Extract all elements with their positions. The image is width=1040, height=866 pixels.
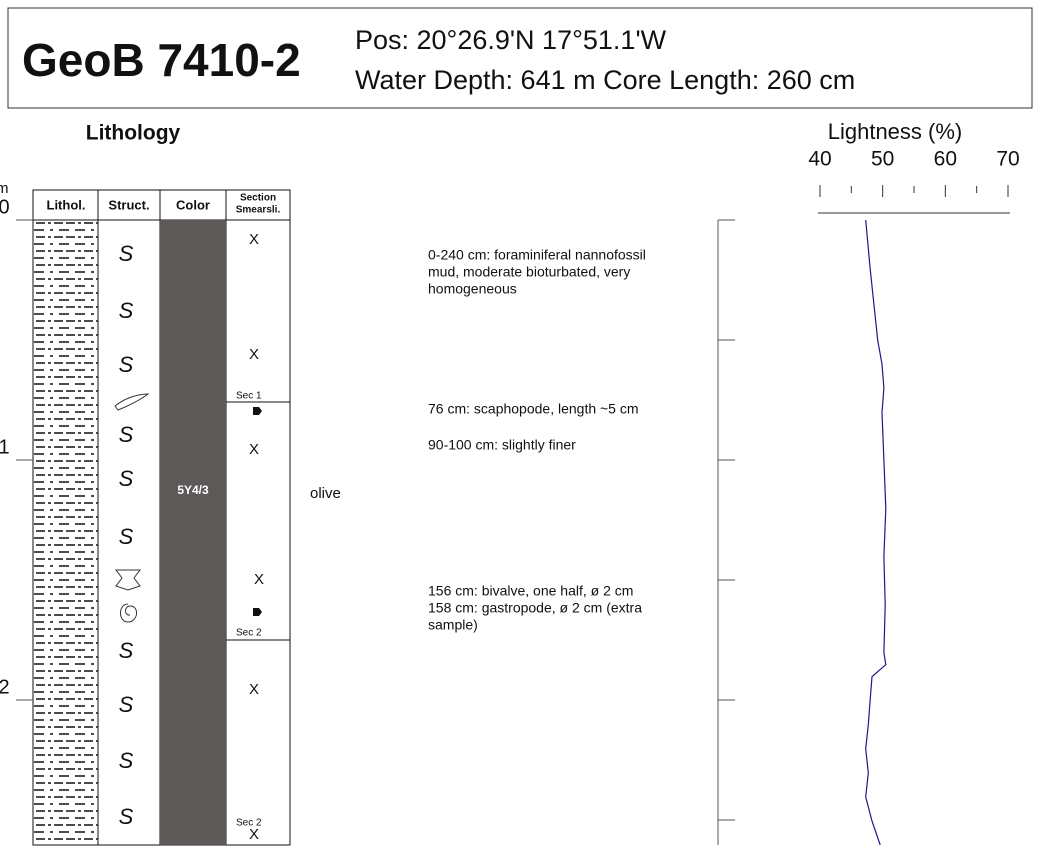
description: sample) bbox=[428, 617, 478, 633]
core-id: GeoB 7410-2 bbox=[22, 34, 301, 86]
x-tick-label: 70 bbox=[996, 148, 1019, 171]
color-fill bbox=[160, 220, 226, 845]
smear-slide: X bbox=[249, 231, 259, 248]
section-label: Sec 2 bbox=[236, 628, 262, 639]
sample-dot bbox=[253, 407, 262, 415]
lightness-curve bbox=[865, 219, 887, 846]
depth-label: 0 bbox=[0, 196, 10, 218]
depth-unit: m bbox=[0, 180, 9, 197]
structure-symbol: S bbox=[119, 748, 134, 773]
depth-label: 1 bbox=[0, 436, 10, 458]
position: Pos: 20°26.9'N 17°51.1'W bbox=[355, 25, 667, 55]
depth-label: 2 bbox=[0, 676, 10, 698]
smear-slide: X bbox=[249, 826, 259, 843]
description: 90-100 cm: slightly finer bbox=[428, 437, 576, 453]
bivalve-icon bbox=[115, 569, 141, 591]
sample-dot bbox=[253, 608, 262, 616]
description: 156 cm: bivalve, one half, ø 2 cm bbox=[428, 583, 633, 599]
smear-slide: X bbox=[254, 571, 264, 588]
structure-symbol: S bbox=[119, 804, 134, 829]
smear-slide: X bbox=[249, 681, 259, 698]
smear-slide: X bbox=[249, 441, 259, 458]
description: 76 cm: scaphopode, length ~5 cm bbox=[428, 401, 639, 417]
description: 0-240 cm: foraminiferal nannofossil bbox=[428, 247, 646, 263]
structure-symbol: S bbox=[119, 352, 134, 377]
structure-symbol: S bbox=[119, 638, 134, 663]
section-header: Smearsli. bbox=[236, 205, 281, 216]
structure-symbol: S bbox=[119, 298, 134, 323]
x-tick-label: 60 bbox=[934, 148, 957, 171]
description: homogeneous bbox=[428, 281, 517, 297]
structure-symbol: S bbox=[119, 422, 134, 447]
structure-symbol: S bbox=[119, 241, 134, 266]
x-tick-label: 40 bbox=[808, 148, 831, 171]
section-header: Section bbox=[240, 193, 276, 204]
section-label: Sec 1 bbox=[236, 391, 262, 402]
column-header: Struct. bbox=[108, 197, 149, 212]
description: 158 cm: gastropode, ø 2 cm (extra bbox=[428, 600, 642, 616]
scaphopode-icon bbox=[114, 393, 150, 411]
lightness-title: Lightness (%) bbox=[828, 119, 963, 144]
lithology-title: Lithology bbox=[86, 122, 181, 145]
description: mud, moderate bioturbated, very bbox=[428, 264, 630, 280]
color-name: olive bbox=[310, 485, 341, 502]
x-tick-label: 50 bbox=[871, 148, 894, 171]
structure-symbol: S bbox=[119, 466, 134, 491]
column-table bbox=[32, 189, 291, 846]
color-code: 5Y4/3 bbox=[177, 483, 209, 497]
smear-slide: X bbox=[249, 346, 259, 363]
column-header: Color bbox=[176, 197, 210, 212]
structure-symbol: S bbox=[119, 692, 134, 717]
lithology-pattern bbox=[34, 220, 98, 845]
header-box bbox=[7, 7, 1033, 109]
structure-symbol: S bbox=[119, 524, 134, 549]
gastropode-icon bbox=[120, 603, 137, 623]
column-header: Lithol. bbox=[47, 197, 86, 212]
details: Water Depth: 641 m Core Length: 260 cm bbox=[355, 65, 855, 95]
section-label: Sec 2 bbox=[236, 818, 262, 829]
